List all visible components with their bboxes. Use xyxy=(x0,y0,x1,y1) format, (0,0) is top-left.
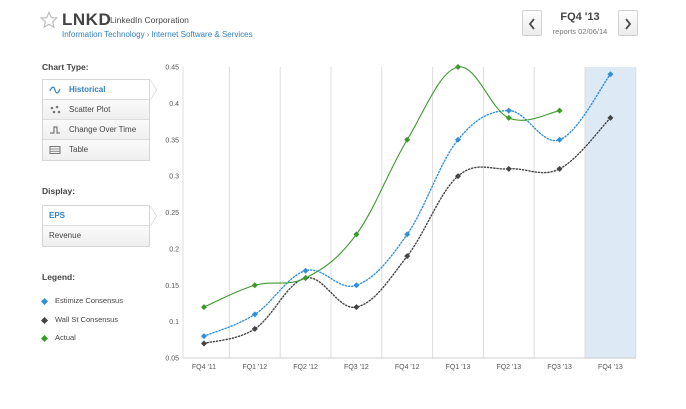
chart-type-label: Chart Type: xyxy=(42,62,89,72)
data-point-wallst xyxy=(505,165,512,172)
chevron-left-icon xyxy=(528,18,535,30)
y-tick-label: 0.1 xyxy=(169,319,179,326)
display-label: Display: xyxy=(42,186,76,196)
data-point-estimize xyxy=(353,282,360,289)
chart-type-historical[interactable]: Historical xyxy=(43,79,157,101)
y-tick-label: 0.4 xyxy=(169,101,179,108)
x-tick-label: FQ3 '13 xyxy=(547,364,572,371)
report-date: reports 02/06/14 xyxy=(552,27,608,36)
x-tick-label: FQ4 '12 xyxy=(395,364,420,371)
data-point-estimize xyxy=(404,231,411,238)
y-tick-label: 0.25 xyxy=(165,210,179,217)
chevron-right-icon xyxy=(625,18,632,30)
breadcrumb-industry[interactable]: Internet Software & Services xyxy=(151,30,253,39)
y-tick-label: 0.15 xyxy=(165,283,179,290)
star-icon[interactable] xyxy=(40,11,58,29)
data-point-wallst xyxy=(353,304,360,311)
scatter-icon xyxy=(50,105,61,114)
y-tick-label: 0.3 xyxy=(169,174,179,181)
x-tick-label: FQ1 '12 xyxy=(242,364,267,371)
y-tick-label: 0.2 xyxy=(169,246,179,253)
breadcrumb-separator: › xyxy=(146,30,150,39)
chart-type-change-over-time[interactable]: Change Over Time xyxy=(43,120,149,140)
chart-type-table[interactable]: Table xyxy=(43,140,149,160)
data-point-wallst xyxy=(556,165,563,172)
x-tick-label: FQ1 '13 xyxy=(446,364,471,371)
breadcrumb-sector[interactable]: Information Technology xyxy=(62,30,145,39)
chart-type-label-change: Change Over Time xyxy=(69,125,137,134)
data-point-estimize xyxy=(556,136,563,143)
data-point-estimize xyxy=(302,267,309,274)
data-point-estimize xyxy=(455,136,461,143)
x-tick-label: FQ4 '13 xyxy=(598,364,623,371)
chart-type-label-table: Table xyxy=(69,145,89,154)
x-tick-label: FQ2 '13 xyxy=(496,364,521,371)
header: LNKD LinkedIn Corporation Information Te… xyxy=(0,0,686,50)
ticker-symbol: LNKD xyxy=(62,10,112,29)
data-point-wallst xyxy=(251,325,258,332)
data-point-actual xyxy=(302,274,309,281)
previous-quarter-button[interactable] xyxy=(522,10,542,36)
display-label-revenue: Revenue xyxy=(49,231,82,240)
y-tick-label: 0.05 xyxy=(165,356,179,363)
data-point-estimize xyxy=(201,333,207,340)
legend-text-wallst: Wall St Consensus xyxy=(55,315,119,324)
chart-type-scatter[interactable]: Scatter Plot xyxy=(43,100,149,120)
display-menu: EPS Revenue xyxy=(42,205,157,247)
data-point-actual xyxy=(556,107,563,114)
display-revenue[interactable]: Revenue xyxy=(43,226,149,246)
data-point-actual xyxy=(505,114,512,121)
display-eps[interactable]: EPS xyxy=(43,205,157,227)
legend-item-actual: Actual xyxy=(40,333,76,342)
x-tick-label: FQ3 '12 xyxy=(344,364,369,371)
data-point-wallst xyxy=(607,114,614,121)
data-point-actual xyxy=(201,304,207,311)
chart-type-menu: Historical Scatter Plot Change Over Time… xyxy=(42,79,157,161)
chart-type-label-scatter: Scatter Plot xyxy=(69,105,111,114)
series-line-actual xyxy=(203,66,560,308)
breadcrumb: Information Technology › Internet Software… xyxy=(62,30,253,39)
data-point-wallst xyxy=(201,340,207,347)
data-point-actual xyxy=(404,136,411,143)
display-label-eps: EPS xyxy=(49,211,66,220)
data-point-estimize xyxy=(505,107,512,114)
y-tick-label: 0.45 xyxy=(165,65,179,72)
data-point-wallst xyxy=(404,253,411,260)
data-point-actual xyxy=(251,282,258,289)
table-icon xyxy=(49,146,61,154)
next-quarter-button[interactable] xyxy=(618,10,638,36)
data-point-estimize xyxy=(251,311,258,318)
series-line-estimize xyxy=(203,73,612,337)
chart-type-label-historical: Historical xyxy=(69,85,106,94)
current-quarter: FQ4 '13 xyxy=(560,11,600,23)
company-name: LinkedIn Corporation xyxy=(110,15,189,25)
legend-text-actual: Actual xyxy=(55,333,76,342)
series-line-wallst xyxy=(203,117,612,345)
y-tick-label: 0.35 xyxy=(165,137,179,144)
step-icon xyxy=(50,126,60,134)
highlight-column xyxy=(584,67,636,358)
data-point-actual xyxy=(455,64,461,70)
data-point-estimize xyxy=(607,71,614,78)
legend-label: Legend: xyxy=(42,272,76,282)
legend-item-estimize: Estimize Consensus xyxy=(40,296,123,305)
x-tick-label: FQ4 '11 xyxy=(192,364,216,371)
data-point-actual xyxy=(353,231,360,238)
legend-item-wallst: Wall St Consensus xyxy=(40,315,119,324)
data-point-wallst xyxy=(455,173,461,180)
legend-text-estimize: Estimize Consensus xyxy=(55,296,123,305)
wave-icon xyxy=(49,86,61,94)
x-tick-label: FQ2 '12 xyxy=(293,364,318,371)
